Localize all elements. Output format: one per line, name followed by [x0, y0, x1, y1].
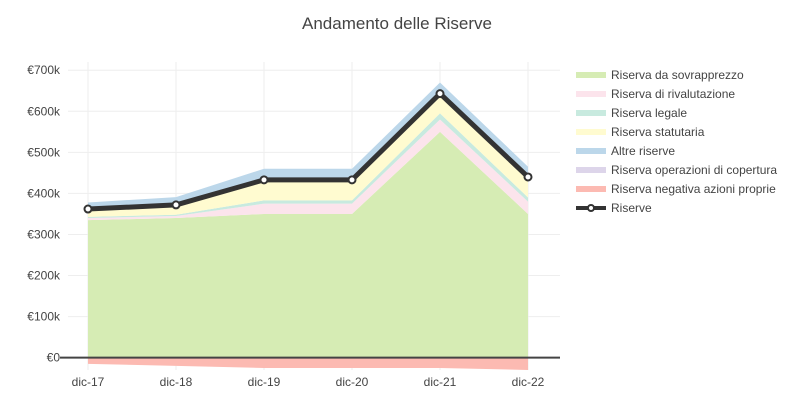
- legend-item[interactable]: Riserve: [576, 201, 652, 215]
- y-tick-label: €600k: [27, 104, 61, 118]
- chart-title: Andamento delle Riserve: [302, 14, 492, 33]
- legend-item[interactable]: Riserva negativa azioni proprie: [576, 182, 776, 196]
- legend-item[interactable]: Riserva statutaria: [576, 125, 705, 139]
- y-tick-label: €400k: [27, 186, 61, 200]
- legend-swatch: [576, 129, 606, 135]
- legend-label: Riserva da sovrapprezzo: [611, 68, 744, 82]
- x-tick-label: dic-21: [424, 375, 457, 389]
- legend-marker: [587, 204, 595, 212]
- legend-swatch: [576, 110, 606, 116]
- legend-swatch: [576, 186, 606, 192]
- y-tick-label: €100k: [27, 310, 61, 324]
- reserves-point[interactable]: [171, 200, 181, 210]
- y-tick-label: €0: [47, 351, 61, 365]
- x-tick-label: dic-20: [336, 375, 369, 389]
- legend-swatch: [576, 72, 606, 78]
- legend-label: Altre riserve: [611, 144, 675, 158]
- x-tick-label: dic-17: [72, 375, 105, 389]
- area-riserva-negativa-azioni-proprie: [88, 357, 528, 370]
- reserves-point[interactable]: [347, 175, 357, 185]
- x-tick-label: dic-22: [512, 375, 545, 389]
- legend-label: Riserva di rivalutazione: [611, 87, 735, 101]
- x-tick-label: dic-19: [248, 375, 281, 389]
- x-tick-label: dic-18: [160, 375, 193, 389]
- reserves-line-layer: [83, 89, 533, 214]
- y-tick-label: €200k: [27, 269, 61, 283]
- area-riserva-statutaria: [88, 94, 528, 217]
- legend-swatch: [576, 91, 606, 97]
- legend: Riserva da sovrapprezzo Riserva di rivalu…: [576, 68, 777, 215]
- legend-label: Riserva statutaria: [611, 125, 705, 139]
- y-tick-label: €700k: [27, 63, 61, 77]
- legend-swatch: [576, 148, 606, 154]
- reserves-point[interactable]: [83, 204, 93, 214]
- legend-label: Riserve: [611, 201, 652, 215]
- y-tick-label: €300k: [27, 227, 61, 241]
- reserves-line: [87, 91, 530, 212]
- area-riserva-da-sovrapprezzo: [88, 131, 528, 358]
- y-tick-label: €500k: [27, 145, 61, 159]
- legend-item[interactable]: Riserva legale: [576, 106, 687, 120]
- legend-item[interactable]: Altre riserve: [576, 144, 675, 158]
- legend-item[interactable]: Riserva da sovrapprezzo: [576, 68, 744, 82]
- reserves-point[interactable]: [435, 89, 445, 99]
- legend-swatch: [576, 167, 606, 173]
- axes: €0 €100k €200k €300k €400k €500k €600k €700k dic…: [27, 63, 544, 389]
- legend-label: Riserva operazioni di copertura: [611, 163, 777, 177]
- area-riserva-di-rivalutazione: [88, 119, 528, 221]
- reserves-point[interactable]: [523, 172, 533, 182]
- legend-label: Riserva negativa azioni proprie: [611, 182, 776, 196]
- area-riserva-legale: [88, 113, 528, 219]
- areas: [88, 82, 528, 370]
- legend-item[interactable]: Riserva di rivalutazione: [576, 87, 735, 101]
- legend-item[interactable]: Riserva operazioni di copertura: [576, 163, 777, 177]
- reserves-point[interactable]: [259, 175, 269, 185]
- legend-label: Riserva legale: [611, 106, 687, 120]
